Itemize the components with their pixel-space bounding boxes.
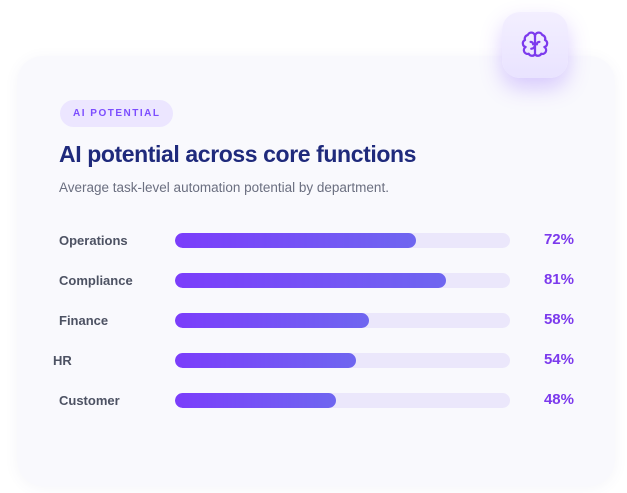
bar-track <box>175 393 510 408</box>
value-label: 72% <box>543 231 574 248</box>
bar-track <box>175 273 510 288</box>
bar-row: Operations 72% <box>0 231 627 251</box>
bar <box>175 393 336 408</box>
value-label: 54% <box>543 351 574 368</box>
category-label: Customer <box>59 393 120 408</box>
bar-track <box>175 313 510 328</box>
bar-row: Finance 58% <box>0 311 627 331</box>
bar-row: Customer 48% <box>0 391 627 411</box>
brain-icon <box>521 31 549 57</box>
chart-title: AI potential across core functions <box>59 141 417 167</box>
value-label: 58% <box>543 311 574 328</box>
bar <box>175 353 356 368</box>
bar <box>175 233 417 248</box>
category-label: HR <box>53 353 72 368</box>
bar <box>175 313 370 328</box>
bar-row: HR 54% <box>0 351 627 371</box>
section-badge: AI POTENTIAL <box>60 100 174 127</box>
value-label: 81% <box>543 271 574 288</box>
bar-row: Compliance 81% <box>0 271 627 291</box>
bar-track <box>175 353 510 368</box>
category-label: Finance <box>59 313 109 328</box>
chart-card <box>17 56 615 486</box>
brain-icon-tile <box>502 12 568 78</box>
category-label: Operations <box>59 233 128 248</box>
category-label: Compliance <box>59 273 133 288</box>
bar-track <box>175 233 510 248</box>
value-label: 48% <box>543 391 574 408</box>
chart-subtitle: Average task-level automation potential … <box>59 180 389 195</box>
bar <box>175 273 447 288</box>
